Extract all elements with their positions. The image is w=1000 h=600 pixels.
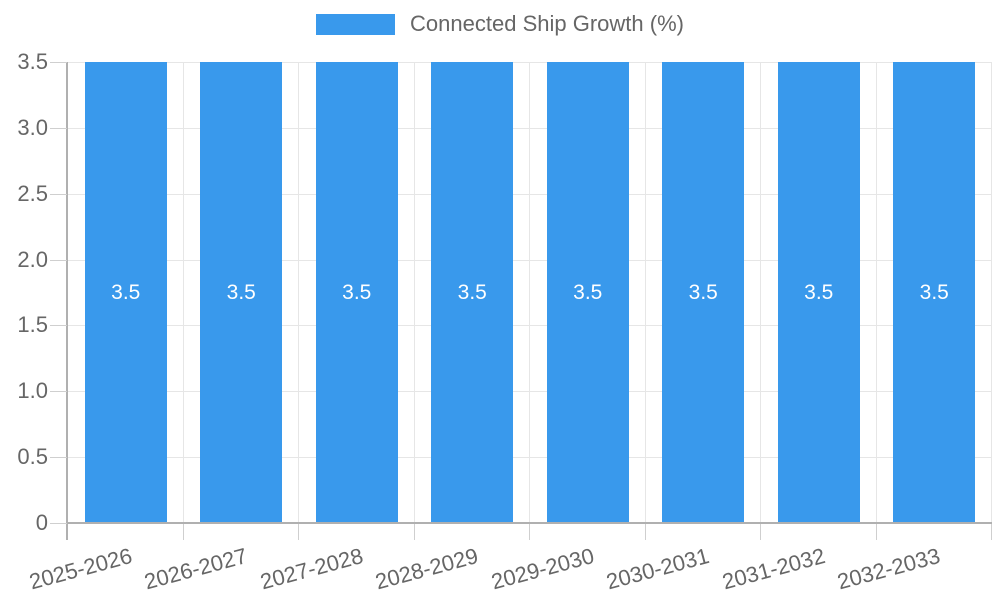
x-tick-label: 2031-2032 bbox=[719, 543, 828, 595]
bar-2028-2029[interactable] bbox=[431, 62, 514, 523]
y-axis-line bbox=[66, 62, 68, 540]
gridline-vertical bbox=[298, 62, 299, 523]
gridline-horizontal bbox=[68, 193, 992, 195]
x-tick-mark bbox=[760, 524, 761, 540]
y-tick-label: 1.0 bbox=[17, 378, 48, 404]
y-tick-mark bbox=[50, 325, 67, 327]
bar-value-label: 3.5 bbox=[919, 280, 949, 304]
gridline-horizontal bbox=[68, 62, 992, 63]
gridline-vertical bbox=[875, 62, 877, 523]
x-axis-line bbox=[66, 522, 992, 524]
x-tick-mark bbox=[413, 524, 415, 540]
bar-2025-2026[interactable] bbox=[84, 62, 167, 523]
gridline-vertical bbox=[760, 62, 761, 523]
gridline-horizontal bbox=[68, 259, 992, 261]
gridline-vertical bbox=[413, 62, 415, 523]
x-tick-mark bbox=[529, 524, 530, 540]
gridline-horizontal bbox=[68, 457, 992, 459]
bar-2026-2027[interactable] bbox=[200, 62, 283, 523]
y-tick-label: 1.5 bbox=[17, 312, 48, 338]
x-tick-mark bbox=[298, 524, 299, 540]
gridline-vertical bbox=[991, 62, 992, 523]
gridline-horizontal bbox=[68, 325, 992, 327]
bar-2030-2031[interactable] bbox=[662, 62, 745, 523]
y-tick-mark bbox=[50, 259, 67, 261]
y-tick-mark bbox=[50, 127, 67, 129]
legend-label: Connected Ship Growth (%) bbox=[410, 11, 684, 36]
x-tick-mark bbox=[991, 524, 992, 540]
legend: Connected Ship Growth (%) bbox=[0, 11, 1000, 37]
y-tick-label: 3.0 bbox=[17, 114, 48, 140]
legend-item[interactable]: Connected Ship Growth (%) bbox=[316, 11, 684, 37]
bar-value-label: 3.5 bbox=[226, 280, 256, 304]
bar-value-label: 3.5 bbox=[111, 280, 141, 304]
y-tick-mark bbox=[50, 523, 67, 524]
gridline-vertical bbox=[529, 62, 530, 523]
y-tick-mark bbox=[50, 457, 67, 459]
gridline-vertical bbox=[644, 62, 646, 523]
x-tick-label: 2026-2027 bbox=[141, 543, 250, 595]
gridline-horizontal bbox=[68, 391, 992, 393]
bar-value-label: 3.5 bbox=[573, 280, 603, 304]
y-tick-mark bbox=[50, 62, 67, 63]
x-tick-label: 2029-2030 bbox=[488, 543, 597, 595]
y-tick-label: 2.0 bbox=[17, 246, 48, 272]
y-tick-label: 2.5 bbox=[17, 180, 48, 206]
x-tick-mark bbox=[875, 524, 877, 540]
bar-2027-2028[interactable] bbox=[315, 62, 398, 523]
bar-2031-2032[interactable] bbox=[777, 62, 860, 523]
legend-swatch bbox=[316, 13, 396, 35]
gridline-horizontal bbox=[68, 127, 992, 129]
y-tick-label: 3.5 bbox=[17, 49, 48, 74]
y-tick-label: 0.5 bbox=[17, 444, 48, 470]
bar-value-label: 3.5 bbox=[457, 280, 487, 304]
y-tick-mark bbox=[50, 193, 67, 195]
x-tick-label: 2027-2028 bbox=[257, 543, 366, 595]
bar-2032-2033[interactable] bbox=[893, 62, 976, 523]
x-tick-mark bbox=[182, 524, 184, 540]
x-tick-mark bbox=[644, 524, 646, 540]
y-tick-label: 0 bbox=[35, 510, 48, 535]
bar-2029-2030[interactable] bbox=[546, 62, 629, 523]
bar-value-label: 3.5 bbox=[342, 280, 372, 304]
plot-area: 3.5 3.5 3.5 3.5 3.5 3.5 3.5 3.5 bbox=[68, 62, 992, 523]
bar-value-label: 3.5 bbox=[688, 280, 718, 304]
x-tick-label: 2028-2029 bbox=[372, 543, 481, 595]
bar-value-label: 3.5 bbox=[804, 280, 834, 304]
y-tick-mark bbox=[50, 391, 67, 393]
x-tick-label: 2025-2026 bbox=[26, 543, 135, 595]
x-tick-label: 2030-2031 bbox=[603, 543, 712, 595]
gridline-vertical bbox=[182, 62, 184, 523]
x-tick-label: 2032-2033 bbox=[834, 543, 943, 595]
